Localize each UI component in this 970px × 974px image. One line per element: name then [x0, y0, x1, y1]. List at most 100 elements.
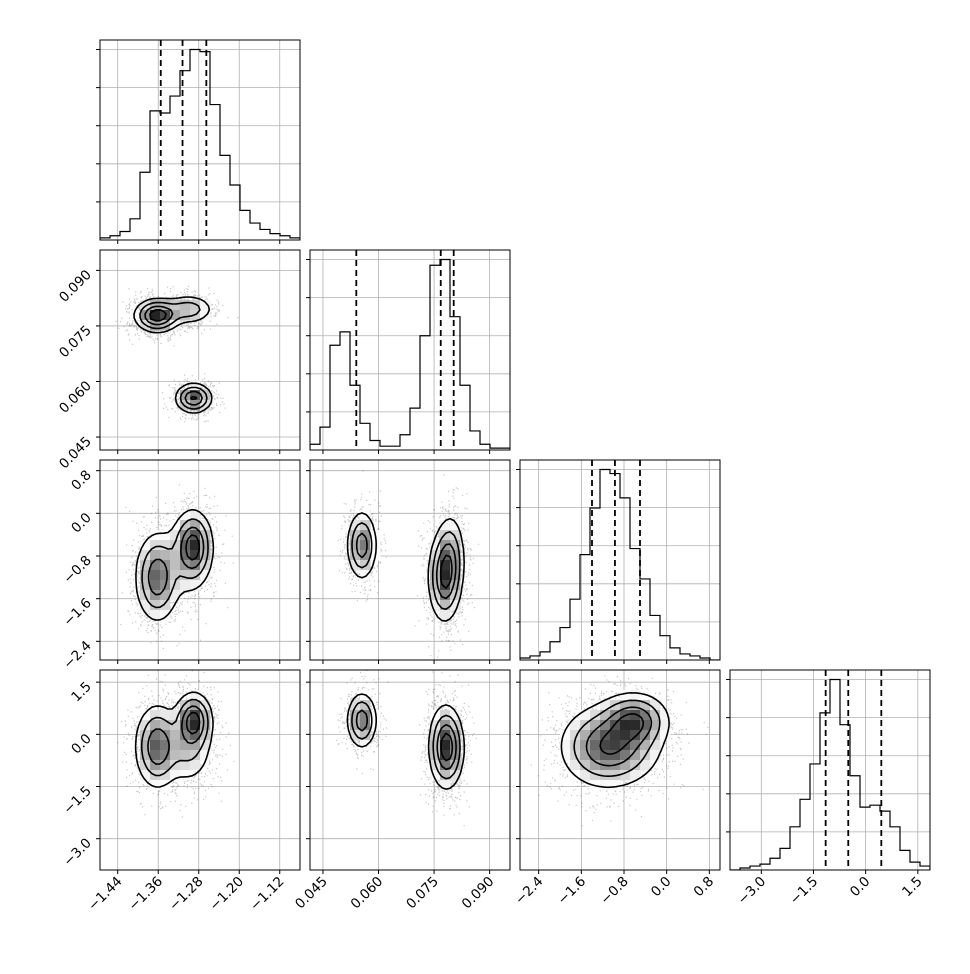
- density-cell-3-0-5-4: [140, 720, 151, 731]
- contour-2-0-3: [185, 534, 201, 561]
- y-tick-label-2-2: −0.8: [60, 553, 94, 587]
- y-tick-label-3-0: −3.0: [60, 835, 94, 869]
- x-tick-label-1-2: 0.075: [403, 874, 442, 913]
- y-tick-label-3-2: 0.0: [68, 731, 95, 758]
- density-cell-2-0-9-7: [170, 550, 181, 561]
- density-cell-2-0-11-7: [170, 570, 181, 581]
- contour-2-0-2: [147, 526, 205, 596]
- density-cell-2-0-12-5: [150, 580, 161, 591]
- density-cell-3-1-5-4: [350, 720, 361, 731]
- y-tick-label-1-1: 0.060: [56, 378, 95, 417]
- density-cell-3-0-4-4: [140, 710, 151, 721]
- density-cell-2-1-10-12: [430, 560, 441, 571]
- density-cell-2-0-6-8: [180, 520, 191, 531]
- y-tick-label-3-1: −1.5: [60, 783, 94, 817]
- density-cell-2-1-11-5: [360, 570, 371, 581]
- x-tick-label-3-1: −1.5: [787, 874, 821, 908]
- panel-0-0: [96, 39, 301, 244]
- density-cell-1-0-14-10: [200, 390, 211, 401]
- density-cell-3-2-5-7: [590, 720, 601, 731]
- density-cell-3-2-8-9: [610, 750, 621, 761]
- density-cell-2-0-8-10: [200, 540, 211, 551]
- density-cell-1-0-6-3: [130, 310, 141, 321]
- density-cell-2-0-13-5: [150, 590, 161, 601]
- density-cell-3-2-10-7: [590, 770, 601, 781]
- panel-2-1-content: [310, 460, 510, 660]
- contour-1-0-0: [133, 296, 213, 414]
- density-cell-3-1-7-13: [440, 740, 451, 751]
- density-cell-3-2-9-7: [590, 760, 601, 771]
- density-cell-3-2-4-9: [610, 710, 621, 721]
- density-cell-3-1-5-12: [430, 720, 441, 731]
- density-cell-2-1-10-4: [350, 560, 361, 571]
- density-cell-2-1-7-13: [440, 530, 451, 541]
- density-cell-3-0-6-5: [150, 730, 161, 741]
- density-cell-3-1-10-13: [440, 770, 451, 781]
- x-tick-label-0-1: −1.36: [125, 874, 166, 915]
- density-cell-2-0-9-6: [160, 550, 171, 561]
- density-cell-3-2-7-12: [640, 740, 651, 751]
- density-cell-2-0-11-5: [150, 570, 161, 581]
- density-cell-3-2-6-5: [570, 730, 581, 741]
- panel-2-0: −2.4 −1.6 −0.8 0.0 0.8: [60, 459, 301, 672]
- density-cell-3-0-7-6: [160, 740, 171, 751]
- density-cell-3-1-5-5: [360, 720, 371, 731]
- panel-3-3-content: [730, 670, 930, 870]
- density-cell-2-0-7-5: [150, 530, 161, 541]
- density-cell-3-0-8-5: [150, 750, 161, 761]
- density-cell-3-0-7-4: [140, 740, 151, 751]
- panel-2-2-content: [520, 460, 720, 660]
- density-cell-3-1-9-13: [440, 760, 451, 771]
- density-cell-3-2-3-10: [620, 700, 631, 711]
- panel-frame-3-3: [729, 669, 931, 871]
- density-cell-3-2-9-6: [580, 760, 591, 771]
- density-cell-3-1-3-5: [360, 700, 371, 711]
- density-cell-3-2-6-9: [610, 730, 621, 741]
- density-cell-3-0-7-5: [150, 740, 161, 751]
- contour-3-1-1: [351, 701, 461, 780]
- density-cell-3-1-4-14: [450, 710, 461, 721]
- density-cell-2-0-5-9: [190, 510, 201, 521]
- density-cell-3-0-4-7: [170, 710, 181, 721]
- panel-1-0-content: [100, 250, 300, 450]
- density-cell-3-2-3-11: [630, 700, 641, 711]
- histogram-0: [100, 48, 300, 240]
- density-cell-3-0-9-5: [150, 760, 161, 771]
- density-cell-3-0-5-7: [170, 720, 181, 731]
- density-cell-3-2-5-12: [640, 720, 651, 731]
- density-cell-2-1-8-14: [450, 540, 461, 551]
- density-cell-2-0-10-5: [150, 560, 161, 571]
- density-cell-3-1-8-12: [430, 750, 441, 761]
- density-cell-3-2-6-4: [560, 730, 571, 741]
- density-cell-2-1-11-12: [430, 570, 441, 581]
- density-cell-3-2-4-14: [660, 710, 671, 721]
- panel-3-3: −3.0 −1.5 0.0 1.5: [726, 669, 931, 908]
- density-cell-3-2-7-13: [650, 740, 661, 751]
- density-cell-2-0-12-7: [170, 580, 181, 591]
- density-cell-3-2-7-4: [560, 740, 571, 751]
- density-cell-3-0-9-9: [190, 760, 201, 771]
- density-cell-3-0-6-4: [140, 730, 151, 741]
- density-cell-2-0-9-4: [140, 550, 151, 561]
- density-cell-3-1-9-14: [450, 760, 461, 771]
- density-cell-3-2-3-8: [600, 700, 611, 711]
- density-cell-3-2-5-8: [600, 720, 611, 731]
- density-cell-2-0-11-6: [160, 570, 171, 581]
- x-tick-label-1-1: 0.060: [348, 874, 387, 913]
- density-cell-2-0-8-6: [160, 540, 171, 551]
- density-cell-1-0-6-5: [150, 310, 161, 321]
- density-cell-3-2-8-4: [560, 750, 571, 761]
- density-cell-3-2-10-10: [620, 770, 631, 781]
- density-cell-2-1-15-13: [440, 610, 451, 621]
- panel-frame-1-1: [309, 249, 511, 451]
- density-cell-3-2-6-10: [620, 730, 631, 741]
- density-cell-2-1-14-14: [450, 600, 461, 611]
- contour-3-0-3: [185, 711, 201, 735]
- histogram-2: [520, 468, 720, 660]
- density-cell-3-0-9-8: [180, 760, 191, 771]
- density-cell-2-0-8-8: [180, 540, 191, 551]
- contour-3-2-2: [585, 706, 653, 767]
- density-cell-2-1-6-14: [450, 520, 461, 531]
- density-cell-3-0-6-9: [190, 730, 201, 741]
- density-cell-2-1-14-13: [440, 600, 451, 611]
